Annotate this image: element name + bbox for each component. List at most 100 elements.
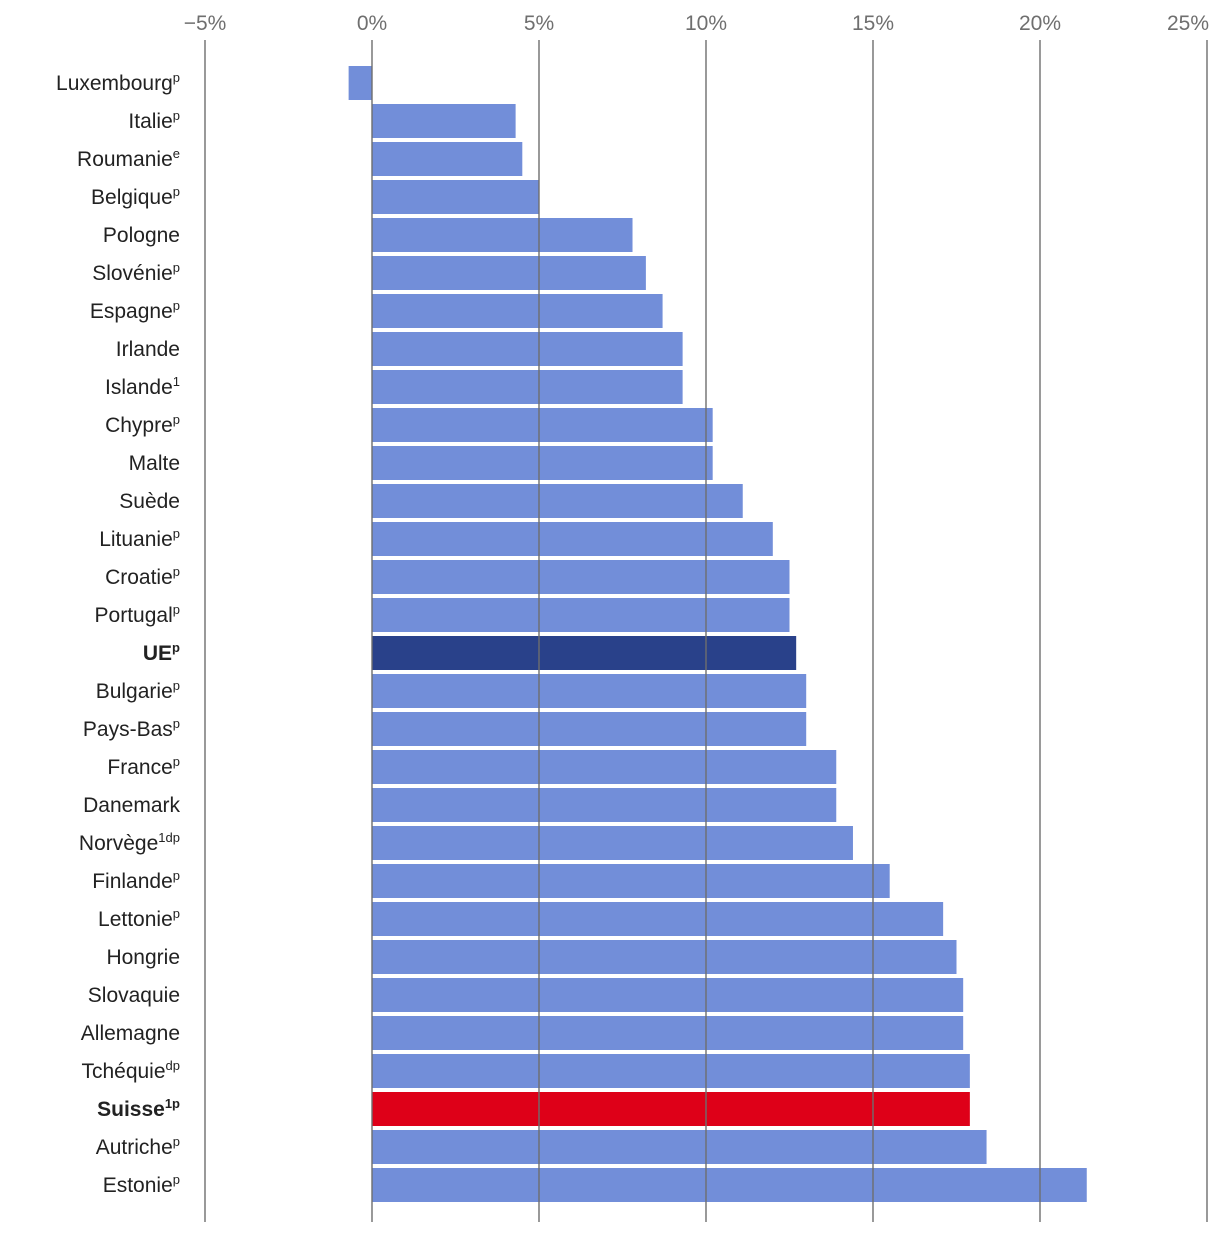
bar-suisse [372, 1092, 970, 1126]
category-note: p [172, 640, 180, 655]
bar-belgique [372, 180, 539, 214]
category-note: 1 [173, 374, 180, 389]
bars-layer [348, 66, 1087, 1202]
category-label: Autrichep [96, 1134, 180, 1159]
category-name: Slovénie [92, 262, 173, 285]
category-name: Belgique [91, 186, 173, 209]
bar-chypre [372, 408, 713, 442]
category-name: Italie [128, 110, 172, 133]
category-label: Finlandep [92, 868, 180, 893]
category-label: Lituaniep [99, 526, 180, 551]
category-name: Finlande [92, 870, 173, 893]
category-note: e [173, 146, 180, 161]
bar-suède [372, 484, 743, 518]
bar-danemark [372, 788, 837, 822]
x-tick-label: 20% [1019, 12, 1061, 35]
bar-malte [372, 446, 713, 480]
category-label: Italiep [128, 108, 180, 133]
category-note: p [173, 678, 180, 693]
category-name: Pologne [103, 224, 180, 247]
x-tick-label: 10% [685, 12, 727, 35]
category-label: Belgiquep [91, 184, 180, 209]
category-label: Irlande [116, 338, 180, 361]
category-name: Bulgarie [96, 680, 173, 703]
category-labels: LuxembourgpItaliepRoumanieeBelgiquepPolo… [56, 70, 180, 1197]
category-name: Slovaquie [88, 984, 180, 1007]
category-label: Roumaniee [77, 146, 180, 171]
bar-pays-bas [372, 712, 807, 746]
category-label: Suède [119, 490, 180, 513]
category-name: Autriche [96, 1136, 173, 1159]
category-label: Suisse1p [97, 1096, 180, 1121]
category-label: Lettoniep [98, 906, 180, 931]
category-note: p [173, 412, 180, 427]
category-name: Hongrie [106, 946, 180, 969]
category-name: Estonie [103, 1174, 173, 1197]
category-label: Francep [107, 754, 180, 779]
bar-espagne [372, 294, 663, 328]
category-label: Islande1 [105, 374, 180, 399]
category-note: 1p [165, 1096, 180, 1111]
category-note: p [173, 564, 180, 579]
category-note: p [173, 526, 180, 541]
bar-autriche [372, 1130, 987, 1164]
category-name: Tchéquie [81, 1060, 165, 1083]
category-name: Norvège [79, 832, 158, 855]
category-label: Pologne [103, 224, 180, 247]
x-tick-label: 5% [524, 12, 554, 35]
category-note: p [173, 716, 180, 731]
bar-norvège [372, 826, 853, 860]
bar-tchéquie [372, 1054, 970, 1088]
category-label: Danemark [83, 794, 180, 817]
category-label: Tchéquiedp [81, 1058, 180, 1083]
category-label: Allemagne [81, 1022, 180, 1045]
category-label: Norvège1dp [79, 830, 180, 855]
bar-islande [372, 370, 683, 404]
category-label: Bulgariep [96, 678, 180, 703]
category-label: Chyprep [105, 412, 180, 437]
bar-lituanie [372, 522, 773, 556]
category-note: dp [166, 1058, 180, 1073]
category-label: Estoniep [103, 1172, 180, 1197]
bar-allemagne [372, 1016, 964, 1050]
x-tick-label: 0% [357, 12, 387, 35]
bar-estonie [372, 1168, 1087, 1202]
category-name: France [107, 756, 172, 779]
bar-luxembourg [348, 66, 372, 100]
category-name: UE [143, 642, 172, 665]
category-name: Allemagne [81, 1022, 180, 1045]
category-name: Pays-Bas [83, 718, 173, 741]
bar-bulgarie [372, 674, 807, 708]
bar-finlande [372, 864, 890, 898]
bar-irlande [372, 332, 683, 366]
x-tick-label: −5% [184, 12, 227, 35]
category-name: Lettonie [98, 908, 173, 931]
x-axis-ticks: −5% 0% 5% 10% 15% 20% 25% [184, 12, 1209, 35]
bar-italie [372, 104, 516, 138]
category-note: p [173, 868, 180, 883]
category-label: UEp [143, 640, 180, 665]
category-note: p [173, 260, 180, 275]
category-name: Suède [119, 490, 180, 513]
category-label: Slovaquie [88, 984, 180, 1007]
bar-lettonie [372, 902, 944, 936]
category-name: Roumanie [77, 148, 173, 171]
category-note: p [173, 298, 180, 313]
category-name: Espagne [90, 300, 173, 323]
bar-roumanie [372, 142, 523, 176]
bar-france [372, 750, 837, 784]
category-note: p [173, 184, 180, 199]
category-label: Pays-Basp [83, 716, 180, 741]
category-note: 1dp [158, 830, 180, 845]
category-label: Portugalp [95, 602, 180, 627]
bar-slovaquie [372, 978, 964, 1012]
category-label: Luxembourgp [56, 70, 180, 95]
category-label: Hongrie [106, 946, 180, 969]
category-note: p [173, 602, 180, 617]
category-name: Danemark [83, 794, 180, 817]
category-label: Espagnep [90, 298, 180, 323]
x-tick-label: 15% [852, 12, 894, 35]
category-note: p [173, 906, 180, 921]
category-note: p [173, 70, 180, 85]
